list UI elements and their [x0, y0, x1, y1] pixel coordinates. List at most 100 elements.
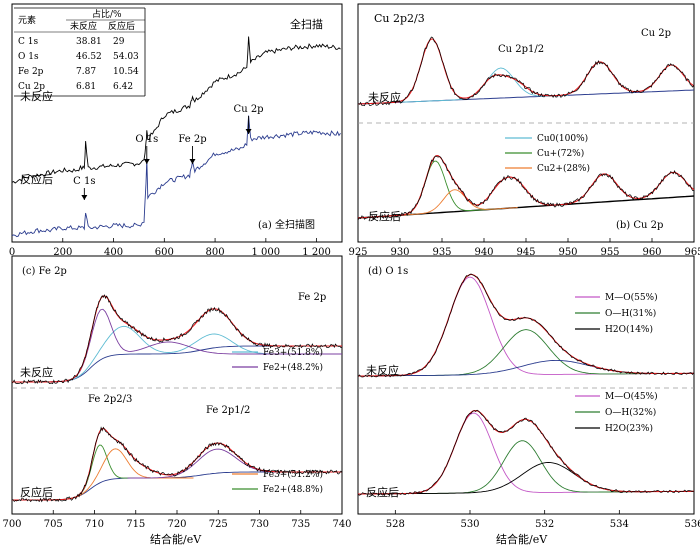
panel-c-legend-bottom: Fe3+(51.2%) Fe2+(48.8%): [232, 469, 323, 495]
x-tick-label: 700: [2, 519, 21, 530]
table-cell: 6.81: [76, 82, 96, 92]
panel-c-x-ticks: 700 705 710 715 720 725 730 735 740: [2, 510, 352, 530]
panel-d-legend-top: M—O(55%) O—H(31%) H2O(14%): [575, 292, 658, 335]
panel-a: 0 200 400 600 800 1 000 1 200 C 1s O 1s Fe 2p Cu …: [9, 3, 343, 258]
arrow-icon: [245, 129, 252, 134]
table-cell: 6.42: [113, 82, 133, 92]
panel-c: 700 705 710 715 720 725 730 735 740 (c) Fe 2p Fe…: [2, 255, 352, 546]
panel-c-title: (c) Fe 2p: [22, 266, 67, 277]
x-tick-label: 600: [155, 247, 174, 258]
o-raw-bottom: [357, 409, 694, 496]
o-raw-top: [357, 273, 695, 378]
legend-fe3-bottom: Fe3+(51.2%): [263, 469, 323, 480]
x-tick-label: 1 200: [302, 247, 331, 258]
x-tick-label: 534: [610, 519, 629, 530]
table-header-ratio: 占比/%: [92, 8, 122, 20]
arrow-icon: [189, 159, 196, 164]
legend-h2o-top: H2O(14%): [605, 324, 653, 335]
panel-d-legend-bottom: M—O(45%) O—H(32%) H2O(23%): [575, 391, 658, 434]
panel-c-label-unreacted: 未反应: [20, 365, 53, 379]
panel-d-x-ticks: 528 530 532 534 536: [386, 510, 700, 530]
cu-raw-bottom: [357, 155, 695, 221]
x-tick-label: 0: [9, 247, 15, 258]
arrow-icon: [143, 159, 150, 164]
fe-envelope-bottom: [12, 428, 342, 501]
fe-raw-bottom: [11, 426, 343, 503]
cu2plus-fit: [399, 189, 518, 216]
table-cell: 46.52: [76, 52, 102, 62]
x-tick-label: 740: [332, 519, 351, 530]
annotation-c-1s: C 1s: [73, 176, 95, 187]
legend-h2o-bottom: H2O(23%): [605, 423, 653, 434]
x-tick-label: 800: [206, 247, 225, 258]
x-tick-label: 955: [600, 247, 619, 258]
cu-raw-top: [357, 36, 695, 107]
legend-mo-top: M—O(55%): [605, 292, 658, 303]
oh-fit-bottom: [358, 440, 694, 495]
x-tick-label: 935: [432, 247, 451, 258]
table-cell: O 1s: [18, 52, 39, 62]
x-tick-label: 950: [558, 247, 577, 258]
x-tick-label: 528: [386, 519, 405, 530]
legend-oh-bottom: O—H(32%): [605, 407, 656, 418]
x-tick-label: 705: [44, 519, 63, 530]
x-tick-label: 710: [85, 519, 104, 530]
panel-b-legend: Cu0(100%) Cu+(72%) Cu2+(28%): [505, 133, 590, 174]
table-cell: 38.81: [76, 37, 102, 47]
panel-b-peak-cu2p: Cu 2p: [641, 28, 671, 39]
legend-fe3-top: Fe3+(51.8%): [263, 347, 323, 358]
panel-b: 925 930 935 940 945 950 955 960 965 Cu 2p2/3 Cu …: [348, 3, 700, 258]
cu-plus-fit: [383, 160, 501, 217]
x-tick-label: 730: [250, 519, 269, 530]
legend-cu2plus: Cu2+(28%): [537, 163, 590, 174]
panel-c-peak-fe2p12: Fe 2p1/2: [206, 405, 250, 416]
panel-a-label-reacted: 反应后: [20, 172, 53, 186]
x-tick-label: 1 000: [252, 247, 281, 258]
x-tick-label: 720: [167, 519, 186, 530]
panel-b-curves: [357, 36, 695, 221]
panel-d-frame: [357, 255, 695, 515]
panel-a-corner-label: 全扫描: [290, 17, 323, 31]
annotation-cu-2p: Cu 2p: [234, 104, 264, 115]
panel-c-legend-top: Fe3+(51.8%) Fe2+(48.2%): [232, 347, 323, 373]
table-cell: 29: [113, 37, 125, 47]
panel-b-peak-cu2p23: Cu 2p2/3: [374, 12, 425, 25]
x-tick-label: 925: [348, 247, 367, 258]
panel-c-xlabel: 结合能/eV: [150, 532, 202, 546]
legend-cu0: Cu0(100%): [537, 133, 588, 144]
table-cell: 7.87: [76, 67, 96, 77]
panel-d: 528530532534536 (d) O 1s 未反应 反应后 结合能/eV …: [357, 255, 700, 546]
table-cell: Cu 2p: [18, 82, 45, 92]
legend-mo-bottom: M—O(45%): [605, 391, 658, 402]
arrow-icon: [81, 195, 88, 200]
panel-a-annotations: C 1s O 1s Fe 2p Cu 2p: [73, 104, 264, 200]
cu-envelope-bottom: [357, 155, 695, 219]
x-tick-label: 530: [460, 519, 479, 530]
survey-line-reacted: [11, 115, 341, 238]
panel-b-x-ticks: 925 930 935 940 945 950 955 960 965: [348, 238, 700, 258]
panel-c-curves: [11, 294, 343, 503]
x-tick-label: 536: [684, 519, 700, 530]
panel-d-curves: [357, 273, 695, 496]
x-tick-label: 960: [642, 247, 661, 258]
table-header-reacted: 反应后: [108, 20, 135, 32]
legend-fe2-top: Fe2+(48.2%): [263, 362, 323, 373]
annotation-o-1s: O 1s: [135, 134, 158, 145]
survey-line-unreacted: [11, 36, 341, 184]
x-tick-label: 930: [390, 247, 409, 258]
table-cell: C 1s: [18, 37, 38, 47]
panel-a-series: [11, 36, 341, 238]
h2o-fit-bottom: [358, 462, 694, 495]
panel-d-title: (d) O 1s: [368, 266, 408, 277]
table-cell: Fe 2p: [18, 67, 44, 77]
annotation-fe-2p: Fe 2p: [178, 134, 206, 145]
x-tick-label: 725: [209, 519, 228, 530]
x-tick-label: 945: [516, 247, 535, 258]
fe-raw-top: [11, 294, 343, 385]
panel-b-peak-cu2p12: Cu 2p1/2: [498, 44, 544, 55]
panel-d-label-unreacted: 未反应: [366, 363, 399, 377]
panel-a-title: (a) 全扫描图: [258, 218, 315, 231]
table-cell: 10.54: [113, 67, 139, 77]
panel-d-xlabel: 结合能/eV: [496, 532, 548, 546]
table-header-element: 元素: [18, 14, 36, 26]
